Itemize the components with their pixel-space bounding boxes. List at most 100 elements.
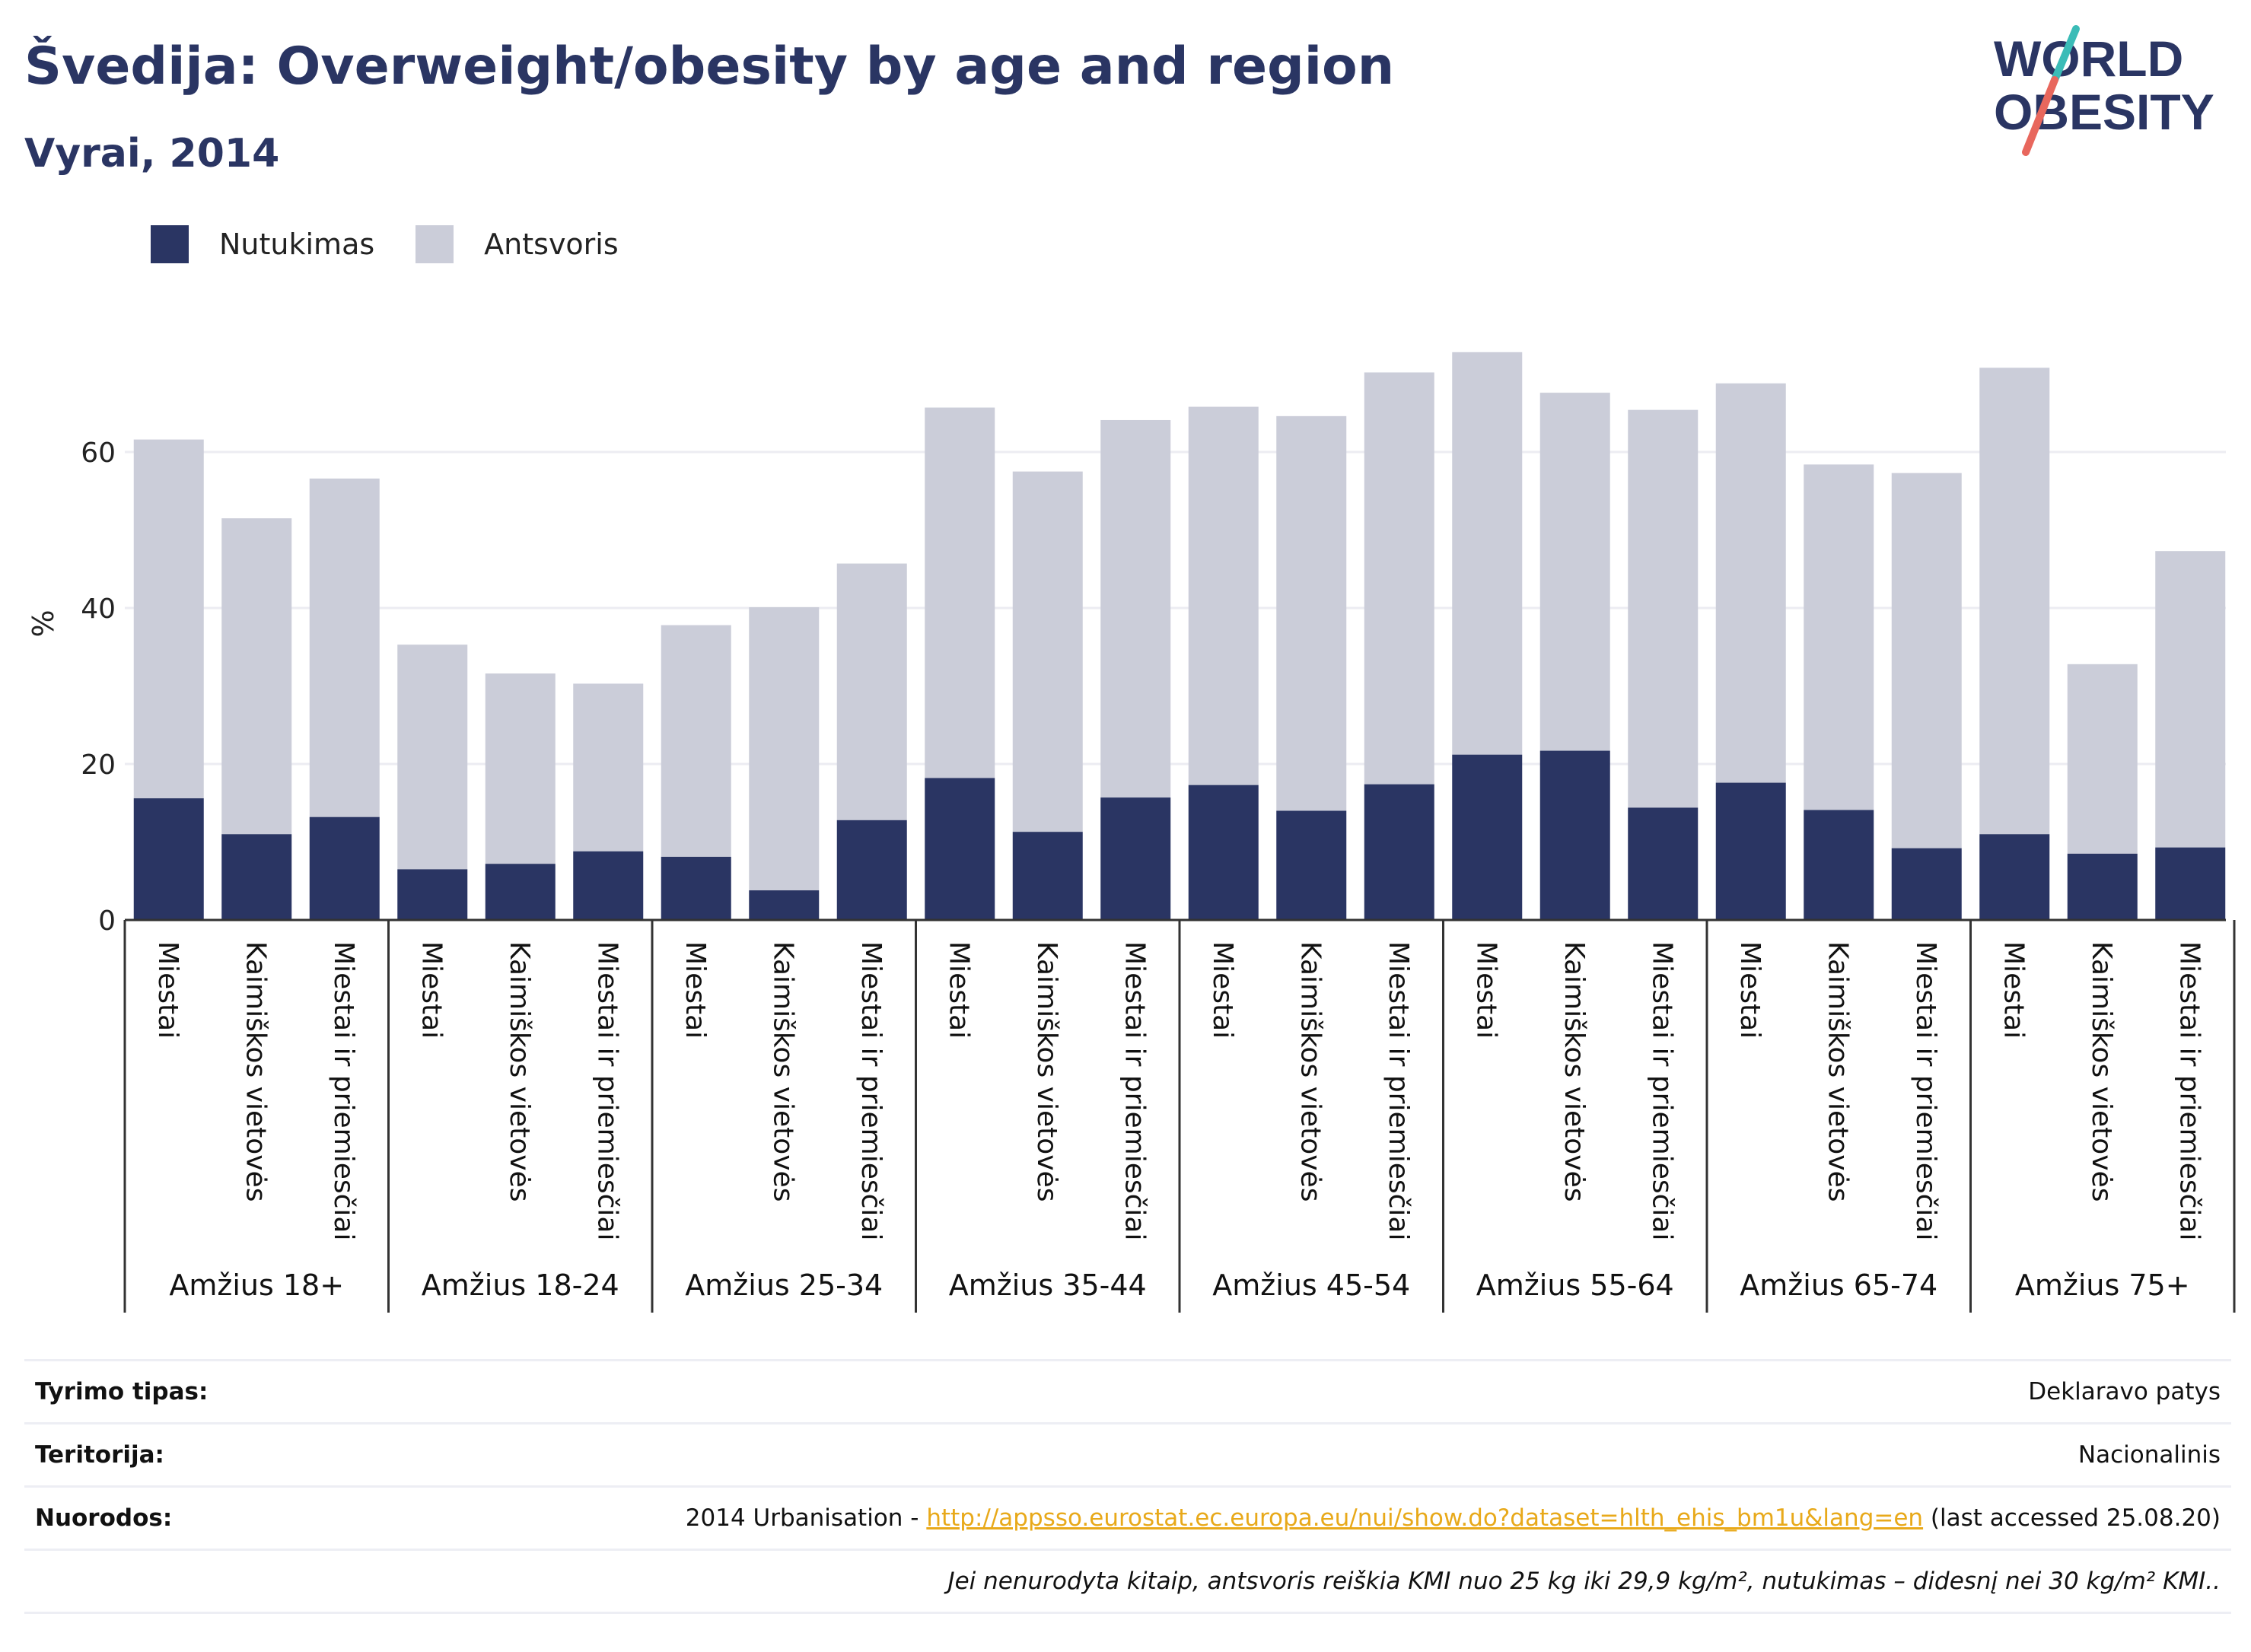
bar-obesity — [1804, 810, 1874, 920]
legend-swatch-obesity — [151, 225, 189, 263]
info-value-survey-type: Deklaravo patys — [2028, 1378, 2221, 1405]
bar-obesity — [221, 834, 292, 920]
x-tick-label: Miestai ir priemiesčiai — [855, 941, 887, 1240]
bar-overweight — [1452, 352, 1523, 755]
legend-item-obesity[interactable]: Nutukimas — [151, 225, 374, 263]
y-tick-label: 40 — [81, 594, 116, 625]
bar-overweight — [221, 518, 292, 835]
bar-obesity — [1276, 810, 1347, 920]
bar-obesity — [1188, 785, 1259, 920]
x-tick-label: Miestai — [943, 941, 974, 1039]
bar-overweight — [485, 673, 556, 864]
info-value-territory: Nacionalinis — [2077, 1441, 2221, 1469]
x-tick-label: Kaimiškos vietovės — [504, 941, 535, 1202]
bar-obesity — [1891, 848, 1962, 920]
bar-overweight — [925, 407, 995, 778]
bar-obesity — [749, 890, 820, 920]
group-label: Amžius 75+ — [2015, 1268, 2190, 1302]
bar-obesity — [133, 798, 204, 920]
x-tick-label: Miestai — [1207, 941, 1238, 1039]
group-label: Amžius 35-44 — [949, 1268, 1147, 1302]
bar-overweight — [2067, 664, 2138, 854]
bar-overweight — [133, 439, 204, 799]
x-tick-label: Kaimiškos vietovės — [1822, 941, 1853, 1202]
world-obesity-logo: WORLD OBESITY — [1994, 25, 2214, 156]
y-tick-label: 20 — [81, 750, 116, 781]
bar-overweight — [309, 478, 380, 817]
x-tick-label: Kaimiškos vietovės — [767, 941, 798, 1202]
bar-obesity — [661, 856, 731, 920]
x-tick-label: Miestai — [1734, 941, 1765, 1039]
bar-overweight — [397, 645, 468, 870]
x-tick-label: Miestai ir priemiesčiai — [1646, 941, 1677, 1240]
bar-obesity — [573, 851, 644, 920]
bar-obesity — [1452, 754, 1523, 920]
bar-obesity — [1539, 750, 1610, 920]
x-tick-label: Kaimiškos vietovės — [240, 941, 271, 1202]
bar-overweight — [1628, 409, 1699, 808]
chart-subtitle: Vyrai, 2014 — [24, 131, 280, 177]
info-row-references: Nuorodos: 2014 Urbanisation - http://app… — [24, 1485, 2231, 1549]
logo-slash-teal — [2051, 25, 2080, 84]
info-row-note: Jei nenurodyta kitaip, antsvoris reiškia… — [24, 1549, 2231, 1614]
logo-slash-red — [2022, 76, 2058, 156]
bar-obesity — [925, 778, 995, 920]
bar-overweight — [1804, 464, 1874, 810]
group-label: Amžius 25-34 — [685, 1268, 883, 1302]
x-tick-label: Miestai ir priemiesčiai — [2173, 941, 2205, 1240]
bar-chart: 0 20 40 60% Miestai Kaimiškos vietovės Miestai… — [27, 352, 2236, 1313]
bar-overweight — [2155, 551, 2226, 848]
y-tick-label: 0 — [98, 906, 116, 937]
legend: Nutukimas Antsvoris — [151, 225, 660, 263]
legend-label-obesity: Nutukimas — [219, 228, 375, 261]
bar-overweight — [1276, 415, 1347, 811]
legend-swatch-overweight — [415, 225, 454, 263]
bar-obesity — [397, 869, 468, 920]
bar-obesity — [1012, 832, 1083, 920]
x-tick-label: Miestai ir priemiesčiai — [328, 941, 359, 1240]
bar-obesity — [309, 816, 380, 920]
info-label-references: Nuorodos: — [35, 1504, 173, 1532]
info-row-survey-type: Tyrimo tipas: Deklaravo patys — [24, 1359, 2231, 1422]
x-tick-label: Miestai — [1998, 941, 2029, 1039]
bar-overweight — [661, 625, 731, 857]
logo-line-1: WORLD — [1994, 30, 2183, 87]
bar-obesity — [2067, 853, 2138, 920]
x-tick-label: Miestai — [152, 941, 183, 1039]
bar-overweight — [1539, 393, 1610, 751]
x-tick-label: Miestai ir priemiesčiai — [1910, 941, 1941, 1240]
chart-title: Švedija: Overweight/obesity by age and r… — [24, 37, 1395, 97]
bar-obesity — [2155, 847, 2226, 920]
bar-overweight — [836, 563, 907, 820]
bar-obesity — [1979, 834, 2050, 920]
reference-suffix: (last accessed 25.08.20) — [1923, 1504, 2221, 1532]
info-label-survey-type: Tyrimo tipas: — [35, 1378, 209, 1405]
group-label: Amžius 45-54 — [1212, 1268, 1410, 1302]
x-tick-label: Miestai ir priemiesčiai — [1383, 941, 1414, 1240]
group-label: Amžius 18-24 — [422, 1268, 619, 1302]
x-tick-label: Miestai — [680, 941, 711, 1039]
bar-obesity — [1364, 784, 1434, 920]
x-tick-label: Miestai — [1470, 941, 1501, 1039]
bar-obesity — [1715, 782, 1786, 920]
x-tick-label: Miestai ir priemiesčiai — [591, 941, 622, 1240]
reference-link[interactable]: http://appsso.eurostat.ec.europa.eu/nui/… — [926, 1504, 1924, 1532]
bar-overweight — [749, 606, 820, 891]
x-tick-label: Miestai — [415, 941, 447, 1039]
bar-overweight — [573, 683, 644, 851]
info-value-references: 2014 Urbanisation - http://appsso.eurost… — [686, 1504, 2221, 1532]
bar-overweight — [1188, 406, 1259, 785]
reference-prefix: 2014 Urbanisation - — [685, 1504, 927, 1532]
bar-overweight — [1979, 368, 2050, 835]
group-label: Amžius 18+ — [169, 1268, 344, 1302]
bar-overweight — [1364, 372, 1434, 785]
x-tick-label: Kaimiškos vietovės — [1294, 941, 1326, 1202]
bar-obesity — [1100, 797, 1171, 920]
bar-obesity — [836, 820, 907, 920]
definition-note: Jei nenurodyta kitaip, antsvoris reiškia… — [947, 1568, 2221, 1595]
bar-obesity — [485, 864, 556, 920]
x-tick-label: Kaimiškos vietovės — [2086, 941, 2117, 1202]
info-row-territory: Teritorija: Nacionalinis — [24, 1422, 2231, 1485]
y-tick-label: 60 — [81, 438, 116, 469]
legend-item-overweight[interactable]: Antsvoris — [415, 225, 619, 263]
